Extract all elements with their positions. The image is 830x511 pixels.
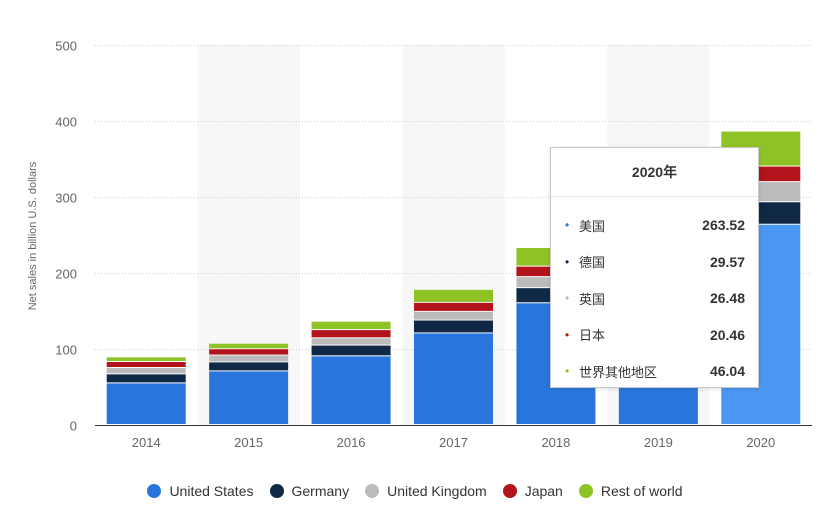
tooltip-value: 29.57 — [709, 253, 745, 270]
bar-segment-2014-united-states[interactable] — [106, 383, 186, 424]
bar-segment-2015-rest-of-world[interactable] — [209, 343, 289, 349]
x-tick-label: 2018 — [541, 435, 570, 450]
bar-segment-2015-united-kingdom[interactable] — [209, 355, 289, 362]
x-tick-label: 2020 — [746, 435, 775, 450]
tooltip-row: • 美国 263.52 — [565, 215, 745, 235]
legend-swatch — [147, 484, 162, 498]
bar-segment-2017-germany[interactable] — [414, 320, 493, 333]
tooltip-label: 美国 — [579, 219, 606, 235]
legend-item-rest-of-world[interactable]: Rest of world — [578, 483, 683, 499]
y-axis-ticks: 0 100 200 300 400 500 — [55, 39, 77, 434]
x-tick-label: 2016 — [337, 435, 366, 450]
bar-segment-2014-germany[interactable] — [106, 374, 186, 383]
y-tick-label: 200 — [55, 267, 77, 282]
legend: United States Germany United Kingdom Japan R… — [0, 478, 830, 504]
x-axis-ticks: 2014 2015 2016 2017 2018 2019 2020 — [132, 435, 775, 450]
tooltip-row: • 世界其他地区 46.04 — [565, 361, 745, 381]
legend-label: Rest of world — [600, 483, 683, 499]
bar-segment-2015-japan[interactable] — [209, 349, 289, 355]
bar-segment-2017-united-kingdom[interactable] — [414, 311, 493, 320]
tooltip-bullet: • — [565, 327, 570, 342]
legend-label: Germany — [291, 483, 350, 499]
tooltip-label: 英国 — [579, 292, 606, 308]
tooltip-row: • 德国 29.57 — [565, 252, 745, 272]
legend-item-japan[interactable]: Japan — [502, 483, 563, 499]
tooltip-bullet: • — [565, 364, 570, 378]
bar-group-2014[interactable] — [106, 357, 186, 424]
tooltip-value: 20.46 — [709, 326, 745, 343]
tooltip-bullet: • — [565, 291, 570, 305]
y-tick-label: 400 — [55, 115, 77, 130]
bar-segment-2014-japan[interactable] — [106, 362, 186, 368]
tooltip-row: • 英国 26.48 — [565, 288, 745, 308]
legend-item-united-states[interactable]: United States — [147, 483, 254, 499]
bar-segment-2016-rest-of-world[interactable] — [311, 321, 391, 330]
legend-swatch — [269, 484, 284, 498]
background-band — [197, 45, 300, 425]
tooltip-title: 2020年 — [551, 148, 758, 197]
bar-segment-2017-japan[interactable] — [414, 302, 493, 311]
bar-group-2015[interactable] — [209, 343, 289, 424]
tooltip-bullet: • — [565, 254, 570, 269]
tooltip-label: 日本 — [579, 329, 606, 344]
legend-label: United Kingdom — [387, 483, 487, 499]
x-tick-label: 2019 — [644, 435, 673, 450]
legend-swatch — [502, 484, 517, 498]
bar-segment-2016-japan[interactable] — [311, 330, 391, 338]
tooltip-label: 世界其他地区 — [579, 365, 658, 381]
y-tick-label: 0 — [70, 419, 77, 434]
tooltip-label: 德国 — [579, 256, 606, 271]
bar-group-2016[interactable] — [311, 321, 391, 424]
x-tick-label: 2014 — [132, 435, 161, 450]
x-tick-label: 2015 — [234, 435, 263, 450]
bar-segment-2016-germany[interactable] — [311, 345, 391, 356]
bar-segment-2014-united-kingdom[interactable] — [106, 368, 186, 374]
bar-segment-2017-rest-of-world[interactable] — [414, 289, 493, 302]
legend-label: Japan — [524, 483, 563, 499]
x-tick-label: 2017 — [439, 435, 468, 450]
tooltip-value: 46.04 — [709, 363, 745, 379]
bar-segment-2014-rest-of-world[interactable] — [106, 357, 186, 362]
legend-label: United States — [169, 483, 254, 499]
y-tick-label: 500 — [55, 39, 77, 54]
legend-item-germany[interactable]: Germany — [269, 483, 350, 499]
y-tick-label: 100 — [55, 343, 77, 358]
legend-swatch — [365, 484, 380, 498]
tooltip-row: • 日本 20.46 — [565, 325, 745, 345]
tooltip-value: 263.52 — [702, 217, 745, 233]
bar-segment-2015-united-states[interactable] — [209, 371, 289, 424]
bar-segment-2016-united-states[interactable] — [311, 356, 391, 424]
y-tick-label: 300 — [55, 191, 77, 206]
tooltip: 2020年 • 美国 263.52 • 德国 29.57 • 英国 26.48 • 日本 20.46 •… — [550, 147, 759, 388]
tooltip-bullet: • — [565, 218, 570, 232]
bar-group-2017[interactable] — [414, 289, 493, 424]
bar-segment-2015-germany[interactable] — [209, 362, 289, 371]
y-axis-label: Net sales in billion U.S. dollars — [27, 161, 39, 310]
tooltip-value: 26.48 — [709, 290, 745, 306]
bar-segment-2016-united-kingdom[interactable] — [311, 338, 391, 345]
legend-swatch — [578, 484, 593, 498]
bar-segment-2017-united-states[interactable] — [414, 333, 493, 424]
legend-item-united-kingdom[interactable]: United Kingdom — [365, 483, 487, 499]
